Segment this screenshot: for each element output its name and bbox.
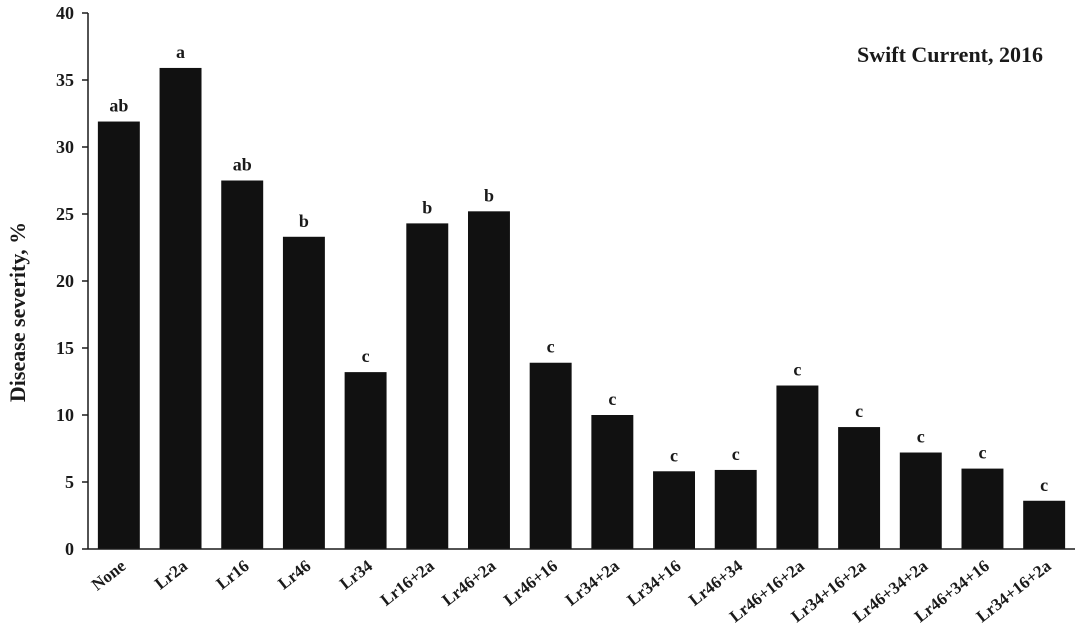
bar	[714, 469, 757, 549]
y-tick-label: 35	[56, 70, 74, 90]
significance-label: c	[1040, 475, 1048, 495]
bar	[344, 372, 387, 549]
bar	[961, 468, 1004, 549]
x-category-label: Lr16+2a	[377, 556, 438, 610]
y-tick-label: 15	[56, 338, 74, 358]
x-axis-labels-group: None Lr2a Lr16 Lr46 Lr34 Lr16+2a Lr46+2a Lr46+1…	[88, 556, 1055, 626]
x-category-label: Lr34+2a	[562, 556, 623, 610]
x-category-label: Lr46+2a	[438, 556, 499, 610]
bars-group	[97, 67, 1066, 549]
significance-label: c	[547, 337, 555, 357]
x-category-label: None	[88, 556, 130, 595]
significance-label: b	[299, 211, 309, 231]
significance-label: c	[732, 444, 740, 464]
significance-label: ab	[233, 155, 252, 175]
bar	[776, 385, 819, 549]
x-category-label: Lr46	[274, 556, 314, 593]
bar	[529, 362, 572, 549]
bar	[899, 452, 942, 549]
bar	[221, 180, 264, 549]
y-tick-label: 30	[56, 137, 74, 157]
significance-label: c	[917, 427, 925, 447]
significance-label: c	[608, 389, 616, 409]
significance-label: b	[484, 185, 494, 205]
significance-label: c	[670, 445, 678, 465]
y-axis-title: Disease severity, %	[5, 222, 30, 402]
y-tick-label: 40	[56, 3, 74, 23]
x-category-label: Lr34+16	[623, 556, 684, 609]
significance-label: c	[855, 401, 863, 421]
significance-label: b	[422, 197, 432, 217]
significance-label: c	[793, 360, 801, 380]
bar	[159, 67, 202, 549]
bar	[653, 471, 696, 549]
y-tick-label: 10	[56, 405, 74, 425]
bar	[838, 427, 881, 549]
y-tick-label: 20	[56, 271, 74, 291]
significance-label: c	[362, 346, 370, 366]
significance-labels-group: ab a ab b c b b c c c c c c c c c	[109, 42, 1048, 495]
significance-label: c	[978, 443, 986, 463]
bar	[97, 121, 140, 549]
bar	[1023, 500, 1066, 549]
y-tick-label: 5	[65, 472, 74, 492]
bar	[591, 415, 634, 549]
significance-label: a	[176, 42, 185, 62]
y-tick-label: 25	[56, 204, 74, 224]
bar	[282, 236, 325, 549]
significance-label: ab	[109, 96, 128, 116]
bar	[406, 223, 449, 549]
y-tick-label: 0	[65, 539, 74, 559]
x-category-label: Lr34	[336, 556, 376, 593]
x-category-label: Lr16	[213, 556, 253, 593]
x-category-label: Lr2a	[151, 556, 191, 593]
x-category-label: Lr46+16	[500, 556, 561, 609]
chart-annotation: Swift Current, 2016	[857, 42, 1043, 67]
y-axis-ticks-group: 0 5 10 15 20 25 30 35 40	[56, 3, 88, 559]
bar	[467, 211, 510, 549]
